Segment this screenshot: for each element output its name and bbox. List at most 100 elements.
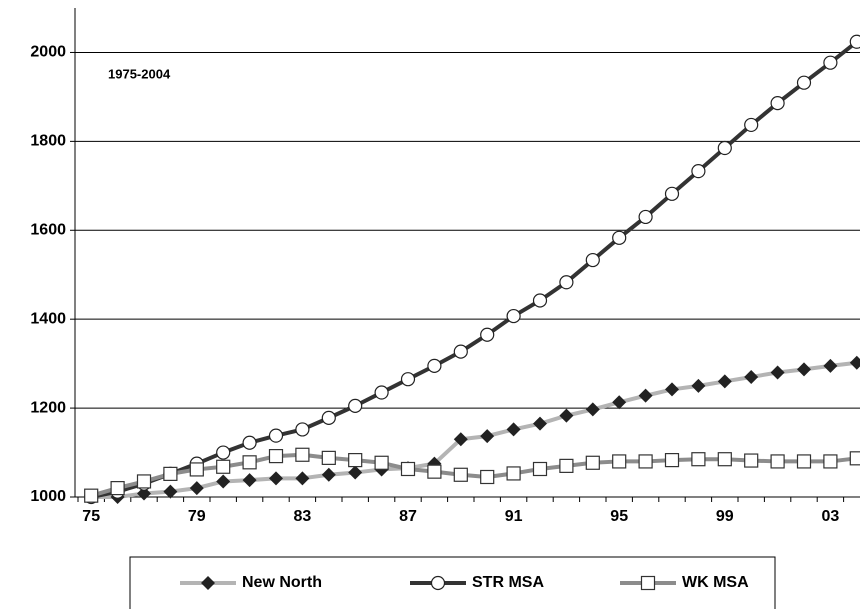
marker	[640, 575, 656, 591]
marker	[533, 416, 547, 431]
marker	[585, 455, 600, 470]
marker	[427, 358, 442, 373]
marker	[374, 455, 389, 470]
marker	[321, 410, 336, 425]
marker	[691, 164, 706, 179]
marker	[427, 464, 442, 479]
marker	[559, 458, 574, 473]
marker	[480, 327, 495, 342]
marker	[189, 462, 204, 477]
marker	[638, 454, 653, 469]
marker	[796, 454, 812, 469]
marker	[717, 452, 732, 467]
marker	[559, 275, 574, 290]
marker	[348, 465, 363, 480]
marker	[430, 575, 446, 591]
marker	[532, 461, 548, 477]
marker	[638, 388, 653, 403]
legend-label: WK MSA	[682, 574, 749, 591]
y-tick-label: 1800	[30, 133, 66, 150]
marker	[612, 230, 627, 245]
marker	[612, 454, 627, 469]
marker	[242, 473, 257, 488]
marker	[295, 471, 310, 486]
marker	[189, 481, 204, 496]
marker	[691, 378, 706, 393]
marker	[400, 461, 416, 477]
marker	[770, 454, 785, 469]
x-tick-label: 99	[716, 508, 734, 525]
marker	[664, 186, 680, 201]
marker	[216, 445, 231, 460]
marker	[849, 34, 860, 49]
marker	[823, 454, 838, 469]
y-tick-label: 1200	[30, 399, 66, 416]
marker	[849, 355, 860, 370]
marker	[269, 471, 283, 486]
marker	[796, 75, 812, 90]
marker	[400, 372, 416, 387]
marker	[374, 385, 389, 400]
marker	[295, 422, 310, 437]
marker	[453, 432, 468, 447]
legend-label: STR MSA	[472, 574, 544, 591]
marker	[823, 55, 838, 70]
y-tick-label: 1400	[30, 310, 66, 327]
marker	[295, 447, 310, 462]
marker	[506, 466, 521, 481]
marker	[348, 398, 363, 413]
marker	[585, 402, 600, 417]
marker	[453, 467, 468, 482]
y-tick-label: 2000	[30, 44, 66, 61]
x-tick-label: 03	[822, 508, 840, 525]
marker	[797, 362, 811, 377]
marker	[268, 428, 284, 443]
x-tick-label: 95	[610, 508, 628, 525]
y-tick-label: 1600	[30, 221, 66, 238]
marker	[201, 576, 215, 590]
x-tick-label: 91	[505, 508, 523, 525]
legend-label: New North	[242, 574, 322, 591]
marker	[163, 484, 178, 499]
marker	[216, 459, 231, 474]
marker	[110, 481, 125, 496]
marker	[348, 453, 363, 468]
series-line	[90, 40, 859, 499]
marker	[242, 455, 257, 470]
marker	[506, 422, 521, 437]
marker	[242, 435, 257, 450]
marker	[532, 293, 548, 308]
marker	[585, 252, 600, 268]
marker	[638, 209, 653, 225]
marker	[717, 140, 732, 156]
marker	[136, 474, 152, 489]
marker	[744, 453, 759, 468]
marker	[137, 486, 151, 501]
marker	[321, 450, 336, 465]
marker	[691, 452, 706, 467]
marker	[770, 365, 785, 380]
marker	[506, 308, 521, 324]
marker	[664, 453, 680, 468]
marker	[559, 408, 574, 423]
marker	[480, 429, 495, 444]
marker	[321, 467, 336, 482]
x-tick-label: 83	[294, 508, 312, 525]
marker	[744, 369, 759, 384]
marker	[744, 117, 759, 133]
marker	[612, 395, 627, 410]
marker	[453, 344, 468, 359]
marker	[84, 488, 99, 503]
x-tick-label: 87	[399, 508, 417, 525]
marker	[717, 374, 732, 389]
x-tick-label: 79	[188, 508, 206, 525]
marker	[268, 449, 284, 464]
marker	[665, 382, 679, 397]
marker	[216, 474, 231, 489]
marker	[849, 451, 860, 466]
marker	[823, 358, 838, 373]
marker	[480, 469, 495, 485]
marker	[770, 96, 785, 111]
marker	[163, 466, 178, 481]
